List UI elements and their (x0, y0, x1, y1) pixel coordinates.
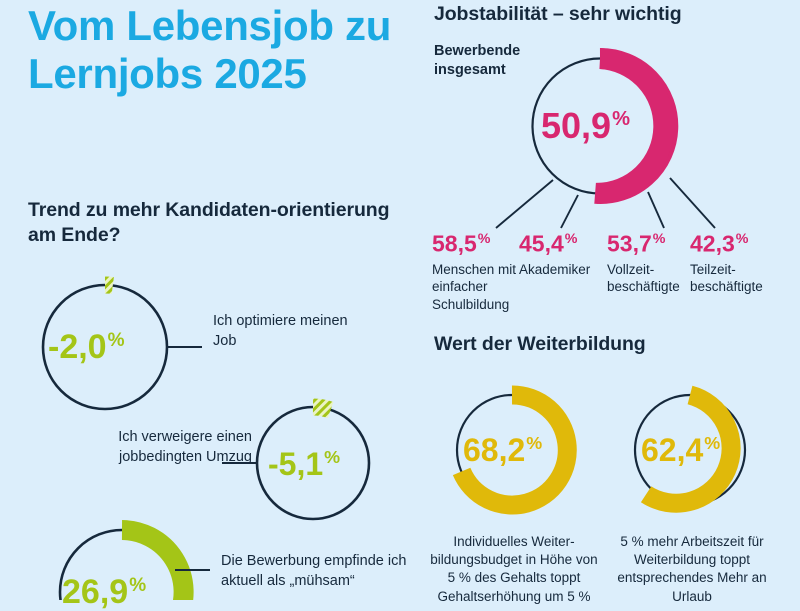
section-heading-candidate-trend: Trend zu mehr Kandidaten-orientierung am… (28, 199, 390, 246)
jobstability-sub-label: Bewerbende insgesamt (434, 43, 521, 79)
jobstability-stat-4: 42,3% Teilzeit-beschäftigte (690, 232, 774, 296)
candidate-value-1-number: -2,0 (48, 328, 107, 366)
candidate-value-1-unit: % (107, 329, 125, 351)
candidate-value-2-unit: % (324, 447, 341, 468)
jobstability-stat-1-value: 58,5% (432, 230, 491, 257)
green-arc-26-9 (121, 520, 194, 600)
candidate-donut-1 (41, 276, 202, 411)
weiterbildung-donut-2 (633, 385, 747, 513)
jobstability-stat-1: 58,5% Menschen mit einfacher Schulbildun… (432, 232, 520, 313)
hatched-neg-arc-5-1 (312, 398, 334, 419)
weiterbildung-value-1-unit: % (526, 433, 543, 454)
yellow-arc-68-2 (452, 385, 577, 515)
jobstability-main-number: 50,9 (541, 105, 612, 146)
yellow-arc-62-4 (640, 385, 741, 513)
jobstability-stat-4-value: 42,3% (690, 230, 749, 257)
jobstability-main-donut (531, 47, 679, 204)
candidate-value-3-number: 26,9 (62, 573, 129, 611)
jobstability-stat-4-caption: Teilzeit-beschäftigte (690, 261, 763, 295)
jobstability-stat-2: 45,4% Akademiker (519, 232, 607, 278)
jobstability-stat-1-caption: Menschen mit einfacher Schulbildung (432, 261, 517, 312)
weiterbildung-value-2-number: 62,4 (641, 432, 704, 468)
weiterbildung-value-2-unit: % (704, 433, 721, 454)
candidate-caption-2: Ich verweigere einen jobbedingten Umzug (118, 429, 252, 465)
weiterbildung-value-1-number: 68,2 (463, 432, 526, 468)
weiterbildung-caption-1: Individuelles Weiter-bildungsbudget in H… (430, 534, 598, 604)
jobstability-stat-3-caption: Vollzeit-beschäftigte (607, 261, 680, 295)
weiterbildung-value-1: 68,2% (463, 434, 542, 466)
candidate-value-3: 26,9% (62, 575, 146, 609)
jobstability-stat-3: 53,7% Vollzeit-beschäftigte (607, 232, 691, 296)
section-heading-weiterbildung: Wert der Weiterbildung (434, 333, 646, 355)
jobstability-main-value: 50,9% (541, 108, 630, 144)
section-heading-jobstability: Jobstabilität – sehr wichtig (434, 3, 682, 25)
page-title: Vom Lebensjob zu Lernjobs 2025 (28, 2, 392, 97)
candidate-value-2-number: -5,1 (268, 446, 324, 482)
candidate-value-3-unit: % (129, 574, 147, 596)
candidate-donut-3 (58, 520, 210, 600)
candidate-donut-2 (222, 398, 371, 521)
jobstability-stat-3-value: 53,7% (607, 230, 666, 257)
candidate-value-1: -2,0% (48, 330, 125, 364)
candidate-caption-1: Ich optimiere meinen Job (213, 313, 348, 349)
jobstability-connectors (495, 177, 716, 229)
weiterbildung-caption-2: 5 % mehr Arbeitszeit für Weiterbildung t… (617, 534, 767, 604)
hatched-neg-arc-2-0 (104, 276, 114, 294)
jobstability-stat-2-caption: Akademiker (519, 261, 591, 277)
weiterbildung-donut-1 (452, 385, 577, 515)
jobstability-stat-2-value: 45,4% (519, 230, 578, 257)
jobstability-main-unit: % (612, 108, 631, 130)
candidate-value-2: -5,1% (268, 448, 340, 480)
candidate-caption-3: Die Bewerbung empfinde ich aktuell als „… (221, 553, 407, 589)
weiterbildung-value-2: 62,4% (641, 434, 720, 466)
